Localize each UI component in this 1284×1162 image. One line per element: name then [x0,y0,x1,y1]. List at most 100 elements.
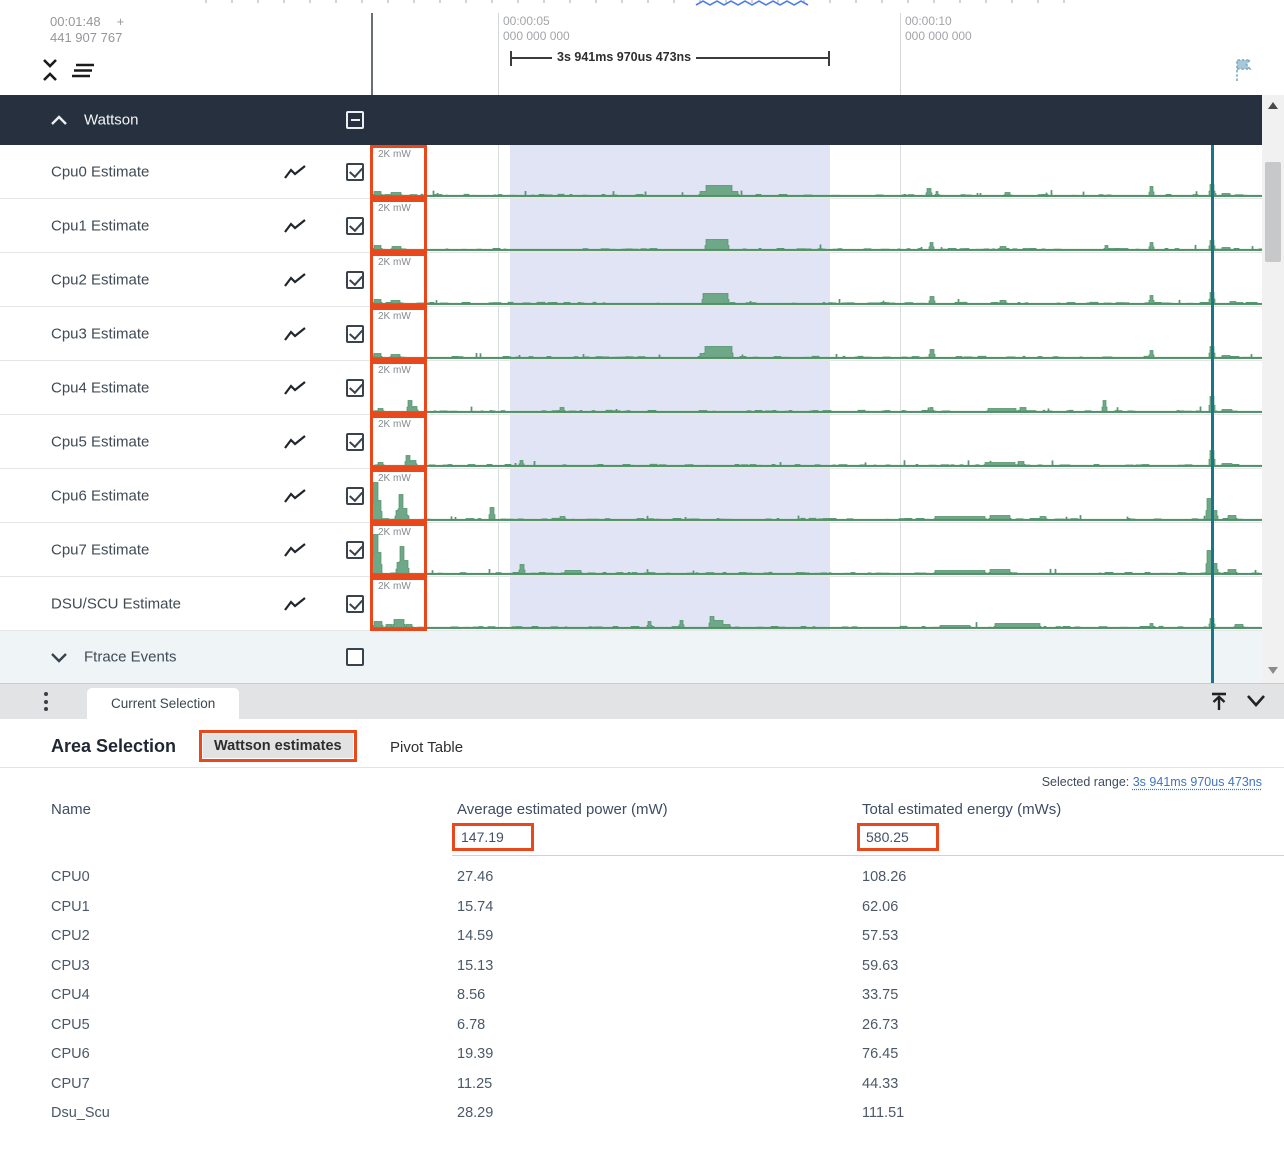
track-scale-label: 2K mW [378,419,411,430]
annotation-highlight-box [370,145,427,199]
track-list-icon[interactable] [70,62,96,80]
track-scale-label: 2K mW [378,581,411,592]
column-header-energy: Total estimated energy (mWs) [862,801,1062,818]
cell-name: Dsu_Scu [51,1105,110,1121]
track-waveform[interactable] [372,307,1262,361]
line-chart-icon[interactable] [283,164,307,180]
tab-pivot-table[interactable]: Pivot Table [390,739,464,756]
track-checkbox[interactable] [346,432,364,451]
track-waveform[interactable] [372,577,1262,631]
track-row-cpu5-estimate[interactable]: Cpu5 Estimate 2K mW [0,415,1262,469]
panel-title: Area Selection [51,736,177,756]
annotation-highlight-box [370,415,427,469]
selected-range-link[interactable]: 3s 941ms 970us 473ns [1132,775,1262,789]
annotation-highlight-box [370,523,427,577]
cell-total-energy: 33.75 [862,987,899,1003]
collapse-panel-chevron-down-icon[interactable] [1246,694,1266,708]
track-scale-label: 2K mW [378,311,411,322]
cell-avg-power: 15.13 [457,957,494,974]
column-header-name: Name [51,801,92,818]
line-chart-icon[interactable] [283,434,307,450]
cell-total-energy: 59.63 [862,957,899,974]
expand-panel-to-top-icon[interactable] [1208,691,1230,713]
track-checkbox[interactable] [346,378,364,397]
timeline-ruler[interactable]: 00:01:48 + 441 907 767 00:00:05 000 000 00… [0,7,1284,95]
track-row-cpu4-estimate[interactable]: Cpu4 Estimate 2K mW [0,361,1262,415]
line-chart-icon[interactable] [283,218,307,234]
track-label: Cpu6 Estimate [51,487,150,504]
track-row-cpu3-estimate[interactable]: Cpu3 Estimate 2K mW [0,307,1262,361]
group-title: Wattson [84,111,139,129]
line-chart-icon[interactable] [283,596,307,612]
vertical-scrollbar[interactable] [1262,95,1284,683]
track-checkbox[interactable] [346,594,364,613]
track-row-dsu-scu-estimate[interactable]: DSU/SCU Estimate 2K mW [0,577,1262,631]
track-checkbox[interactable] [346,216,364,235]
tab-current-selection[interactable]: Current Selection [87,688,240,719]
cell-avg-power: 19.39 [457,1046,494,1062]
cell-total-energy: 76.45 [862,1046,899,1062]
annotation-highlight-box [370,361,427,415]
chevron-up-icon[interactable] [50,115,68,126]
ruler-tick-label: 00:00:10 000 000 000 [905,14,972,43]
cell-total-energy: 111.51 [862,1105,905,1121]
track-label: Cpu2 Estimate [51,271,150,288]
track-waveform[interactable] [372,469,1262,523]
track-group-wattson[interactable]: Wattson [0,95,1262,145]
track-scale-label: 2K mW [378,365,411,376]
track-checkbox[interactable] [346,486,364,505]
total-average-power: 147.19 [452,823,534,851]
tab-label: Current Selection [111,696,216,711]
track-row-cpu0-estimate[interactable]: Cpu0 Estimate 2K mW [0,145,1262,199]
cell-total-energy: 44.33 [862,1075,899,1092]
annotation-highlight-box [370,577,427,631]
line-chart-icon[interactable] [283,272,307,288]
tab-wattson-estimates[interactable]: Wattson estimates [199,730,357,762]
totals-divider [452,855,1284,856]
selection-duration-label: 3s 941ms 970us 473ns [557,50,692,64]
track-waveform[interactable] [372,199,1262,253]
annotation-highlight-box [370,307,427,361]
ruler-gridline-10s [900,13,901,95]
group-checkbox-unchecked[interactable] [346,648,364,666]
flag-marker-icon[interactable] [1232,56,1254,84]
track-waveform[interactable] [372,253,1262,307]
cell-total-energy: 62.06 [862,898,899,915]
hover-cursor-line [1211,145,1214,683]
track-scale-label: 2K mW [378,203,411,214]
scrollbar-thumb[interactable] [1265,162,1281,262]
track-label: Cpu3 Estimate [51,325,150,342]
current-selection-panel: Area Selection Wattson estimates Pivot T… [0,719,1284,1162]
track-row-cpu6-estimate[interactable]: Cpu6 Estimate 2K mW [0,469,1262,523]
track-label: DSU/SCU Estimate [51,595,182,612]
line-chart-icon[interactable] [283,542,307,558]
track-checkbox[interactable] [346,270,364,289]
cell-name: CPU7 [51,1075,90,1092]
track-group-ftrace[interactable]: Ftrace Events [0,631,1262,683]
line-chart-icon[interactable] [283,380,307,396]
track-pane-boundary-line [371,13,373,95]
scroll-down-arrow[interactable] [1268,667,1278,674]
track-waveform[interactable] [372,415,1262,469]
track-label: Cpu4 Estimate [51,379,150,396]
track-label: Cpu5 Estimate [51,433,150,450]
line-chart-icon[interactable] [283,488,307,504]
track-checkbox[interactable] [346,540,364,559]
group-checkbox-indeterminate[interactable] [346,111,364,129]
track-waveform[interactable] [372,361,1262,415]
cell-name: CPU1 [51,898,90,915]
scroll-up-arrow[interactable] [1268,102,1278,109]
track-checkbox[interactable] [346,324,364,343]
cell-avg-power: 28.29 [457,1105,494,1121]
chevron-down-icon[interactable] [50,652,68,663]
track-row-cpu1-estimate[interactable]: Cpu1 Estimate 2K mW [0,199,1262,253]
line-chart-icon[interactable] [283,326,307,342]
track-waveform[interactable] [372,523,1262,577]
track-row-cpu2-estimate[interactable]: Cpu2 Estimate 2K mW [0,253,1262,307]
track-waveform[interactable] [372,145,1262,199]
collapse-all-tracks-icon[interactable] [40,57,60,83]
ruler-gridline-5s [498,13,499,95]
track-row-cpu7-estimate[interactable]: Cpu7 Estimate 2K mW [0,523,1262,577]
tab-menu-kebab-icon[interactable] [44,692,48,715]
track-checkbox[interactable] [346,162,364,181]
